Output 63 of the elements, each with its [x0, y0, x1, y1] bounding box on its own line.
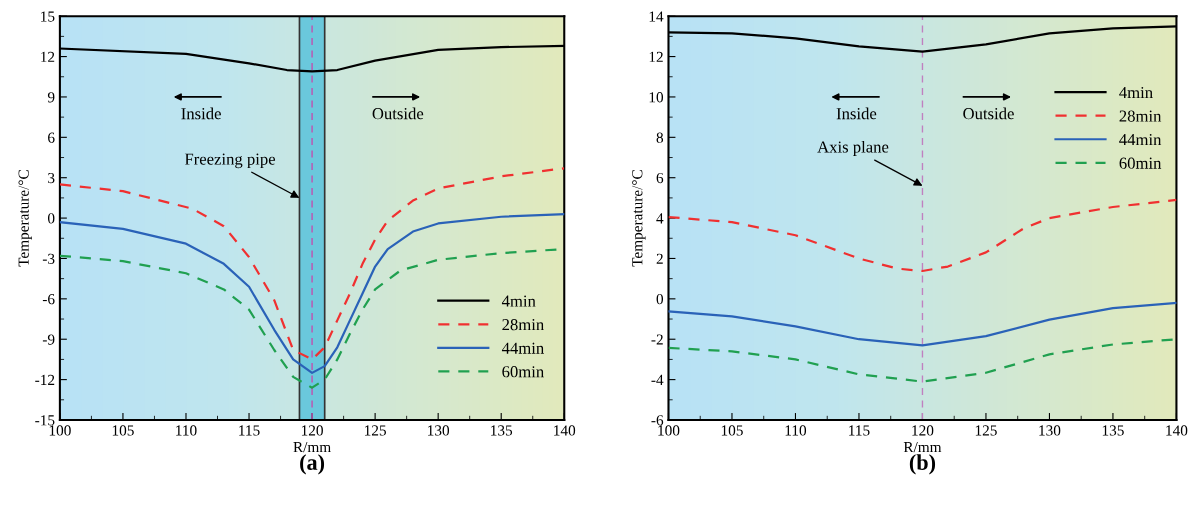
- y-tick-label: 6: [48, 132, 55, 143]
- y-tick-label: 0: [656, 293, 664, 305]
- annotation: Outside: [372, 107, 424, 120]
- x-tick-label: 105: [721, 425, 743, 436]
- legend-label: 4min: [501, 295, 536, 307]
- legend-label: 28min: [502, 319, 544, 331]
- text: (a): [300, 454, 325, 475]
- x-tick-label: 135: [1102, 425, 1124, 436]
- y-tick-label: -6: [42, 294, 55, 305]
- legend-label: 60min: [502, 366, 544, 378]
- legend-label: 4min: [1119, 86, 1153, 98]
- y-axis-title: Temperature/°C: [18, 170, 32, 267]
- y-tick-label: -12: [35, 374, 55, 385]
- annotation: Inside: [181, 107, 221, 120]
- y-axis-title: Temperature/°C: [632, 170, 646, 267]
- y-tick-label: 8: [656, 132, 664, 143]
- x-tick-label: 125: [365, 425, 386, 436]
- y-tick-label: -15: [35, 415, 55, 426]
- y-tick-label: 10: [649, 92, 664, 103]
- y-tick-label: -3: [42, 253, 55, 264]
- x-tick-label: 110: [176, 425, 197, 436]
- y-tick-label: 4: [656, 213, 664, 224]
- x-tick-label: 100: [49, 425, 71, 436]
- y-tick-label: -6: [651, 415, 664, 426]
- x-axis-title: R/mm: [293, 442, 331, 453]
- y-tick-label: 12: [649, 51, 663, 62]
- y-tick-label: 0: [47, 213, 55, 224]
- legend-label: 60min: [1119, 157, 1162, 169]
- x-tick-label: 140: [554, 425, 576, 436]
- y-tick-label: 2: [656, 253, 663, 264]
- y-tick-label: 3: [48, 172, 55, 184]
- x-tick-label: 105: [112, 425, 134, 436]
- y-tick-label: -2: [651, 334, 663, 345]
- y-tick-label: -9: [42, 334, 55, 345]
- x-tick-label: 125: [975, 425, 997, 436]
- line-series: [668, 301, 1177, 347]
- legend-label: 28min: [1119, 110, 1162, 122]
- x-tick-label: 115: [239, 425, 260, 436]
- x-tick-label: 140: [1166, 425, 1188, 436]
- annotation: Freezing pipe: [184, 153, 276, 169]
- y-tick-label: 15: [41, 11, 55, 22]
- y-tick-label: -4: [651, 374, 664, 385]
- legend-label: 44min: [501, 342, 544, 354]
- x-tick-label: 120: [301, 425, 323, 436]
- line-series: [668, 198, 1177, 273]
- line-series: [59, 167, 565, 361]
- annotation: Inside: [836, 107, 877, 120]
- x-tick-label: 100: [658, 425, 680, 436]
- x-tick-label: 130: [1039, 425, 1061, 436]
- text: (b): [909, 454, 936, 475]
- annotation: Axis plane: [817, 140, 889, 156]
- x-axis-title: R/mm: [903, 442, 942, 453]
- y-tick-label: 12: [41, 51, 55, 62]
- y-tick-label: 9: [47, 92, 55, 103]
- x-tick-label: 130: [428, 425, 450, 436]
- x-tick-label: 135: [491, 425, 513, 436]
- legend-label: 44min: [1119, 134, 1162, 146]
- x-tick-label: 110: [785, 425, 807, 436]
- y-tick-label: 6: [656, 172, 664, 184]
- y-tick-label: 14: [649, 11, 664, 22]
- annotation: Outside: [963, 107, 1014, 120]
- x-tick-label: 120: [912, 425, 934, 436]
- x-tick-label: 115: [849, 425, 870, 436]
